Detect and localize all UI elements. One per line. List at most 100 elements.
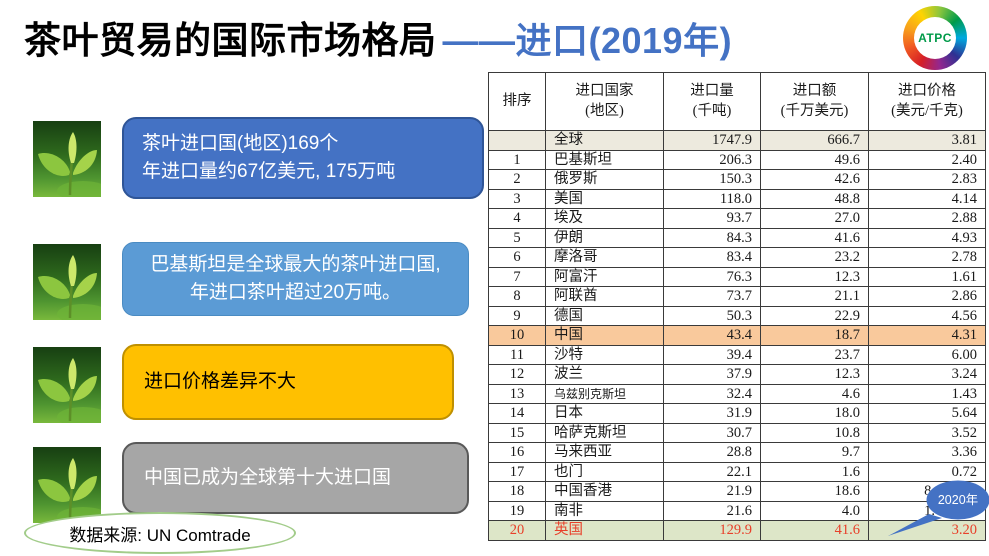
table-cell: 1.43 xyxy=(868,383,986,404)
table-cell: 50.3 xyxy=(663,305,761,326)
callout-text-line: 进口价格差异不大 xyxy=(144,370,297,392)
callout-text-line: 年进口茶叶超过20万吨。 xyxy=(189,282,402,303)
table-cell: 美国 xyxy=(545,188,664,209)
import-table: 排序 进口国家 (地区) 进口量 (千吨) 进口额 (千万美元) 进口价格 (美元/千克) 全球… xyxy=(488,72,986,541)
table-cell: 摩洛哥 xyxy=(545,247,664,268)
column-header: 进口国家 (地区) xyxy=(545,72,664,131)
title-subtitle: ——进口(2019年) xyxy=(442,20,733,61)
table-cell: 31.9 xyxy=(663,403,761,424)
table-row: 6 摩洛哥 83.4 23.2 2.78 xyxy=(488,247,986,268)
table-cell: 83.4 xyxy=(663,247,761,268)
table-cell: 10.8 xyxy=(760,422,869,443)
table-cell: 埃及 xyxy=(545,208,664,229)
table-cell: 12 xyxy=(488,364,546,385)
table-cell: 32.4 xyxy=(663,383,761,404)
table-cell: 7 xyxy=(488,266,546,287)
table-cell: 哈萨克斯坦 xyxy=(545,422,664,443)
tea-sprout-icon xyxy=(33,121,101,197)
table-cell: 4 xyxy=(488,208,546,229)
table-cell: 3.52 xyxy=(868,422,986,443)
table-row: 15 哈萨克斯坦 30.7 10.8 3.52 xyxy=(488,422,986,443)
table-cell: 28.8 xyxy=(663,442,761,463)
table-cell: 20 xyxy=(488,520,546,541)
table-cell: 3.81 xyxy=(868,130,986,151)
table-cell: 日本 xyxy=(545,403,664,424)
table-cell: 阿富汗 xyxy=(545,266,664,287)
table-cell: 8 xyxy=(488,286,546,307)
table-cell: 23.7 xyxy=(760,344,869,365)
table-row: 全球 1747.9 666.7 3.81 xyxy=(488,130,986,151)
table-cell: 2.83 xyxy=(868,169,986,190)
table-cell: 巴基斯坦 xyxy=(545,149,664,170)
table-cell: 16 xyxy=(488,442,546,463)
table-cell: 马来西亚 xyxy=(545,442,664,463)
table-cell: 英国 xyxy=(545,520,664,541)
table-cell: 18.7 xyxy=(760,325,869,346)
table-cell: 21.6 xyxy=(663,500,761,521)
table-row: 3 美国 118.0 48.8 4.14 xyxy=(488,188,986,209)
table-cell: 49.6 xyxy=(760,149,869,170)
table-row: 7 阿富汗 76.3 12.3 1.61 xyxy=(488,266,986,287)
table-cell: 93.7 xyxy=(663,208,761,229)
tea-sprout-image xyxy=(33,244,101,320)
callout-box-4: 中国已成为全球第十大进口国 xyxy=(122,442,469,514)
table-cell: 21.1 xyxy=(760,286,869,307)
table-cell: 48.8 xyxy=(760,188,869,209)
table-row: 11 沙特 39.4 23.7 6.00 xyxy=(488,344,986,365)
year-2020-label: 2020年 xyxy=(938,493,978,507)
table-cell: 17 xyxy=(488,461,546,482)
table-cell: 波兰 xyxy=(545,364,664,385)
table-cell: 13 xyxy=(488,383,546,404)
table-cell: 9.7 xyxy=(760,442,869,463)
table-cell: 中国 xyxy=(545,325,664,346)
callout-box-2: 巴基斯坦是全球最大的茶叶进口国, 年进口茶叶超过20万吨。 xyxy=(122,242,469,316)
table-row: 10 中国 43.4 18.7 4.31 xyxy=(488,325,986,346)
table-cell: 俄罗斯 xyxy=(545,169,664,190)
table-cell: 129.9 xyxy=(663,520,761,541)
table-cell: 22.1 xyxy=(663,461,761,482)
table-cell: 3.36 xyxy=(868,442,986,463)
table-cell: 10 xyxy=(488,325,546,346)
import-table-header: 排序 进口国家 (地区) 进口量 (千吨) 进口额 (千万美元) 进口价格 (美元/千克) xyxy=(488,72,986,131)
table-cell: 22.9 xyxy=(760,305,869,326)
table-cell: 4.31 xyxy=(868,325,986,346)
table-cell: 4.6 xyxy=(760,383,869,404)
table-cell: 21.9 xyxy=(663,481,761,502)
callout-text-line: 年进口量约67亿美元, 175万吨 xyxy=(142,161,396,182)
tea-sprout-image xyxy=(33,121,101,197)
table-cell xyxy=(488,130,546,151)
table-row: 8 阿联酋 73.7 21.1 2.86 xyxy=(488,286,986,307)
callout-box-3: 进口价格差异不大 xyxy=(122,344,454,420)
table-cell: 23.2 xyxy=(760,247,869,268)
tea-sprout-image xyxy=(33,447,101,523)
table-row: 2 俄罗斯 150.3 42.6 2.83 xyxy=(488,169,986,190)
data-source-text: 数据来源: UN Comtrade xyxy=(69,525,251,545)
table-cell: 阿联酋 xyxy=(545,286,664,307)
table-row: 1 巴基斯坦 206.3 49.6 2.40 xyxy=(488,149,986,170)
table-row: 4 埃及 93.7 27.0 2.88 xyxy=(488,208,986,229)
tea-sprout-icon xyxy=(33,347,101,423)
callout-text-line: 巴基斯坦是全球最大的茶叶进口国, xyxy=(150,253,441,275)
table-cell: 南非 xyxy=(545,500,664,521)
table-cell: 5.64 xyxy=(868,403,986,424)
table-cell: 乌兹别克斯坦 xyxy=(545,383,664,404)
table-cell: 2.40 xyxy=(868,149,986,170)
table-cell: 12.3 xyxy=(760,266,869,287)
table-cell: 2.78 xyxy=(868,247,986,268)
table-cell: 4.56 xyxy=(868,305,986,326)
table-cell: 4.93 xyxy=(868,227,986,248)
tea-sprout-icon xyxy=(33,244,101,320)
table-cell: 84.3 xyxy=(663,227,761,248)
table-row: 18 中国香港 21.9 18.6 8. xyxy=(488,481,986,502)
table-cell: 1.61 xyxy=(868,266,986,287)
callout-text-line: 中国已成为全球第十大进口国 xyxy=(144,466,392,488)
table-cell: 12.3 xyxy=(760,364,869,385)
table-cell: 1.6 xyxy=(760,461,869,482)
table-cell: 2.88 xyxy=(868,208,986,229)
table-cell: 6.00 xyxy=(868,344,986,365)
table-cell: 150.3 xyxy=(663,169,761,190)
atpc-logo: ATPC xyxy=(903,6,967,70)
table-cell: 伊朗 xyxy=(545,227,664,248)
table-cell: 18 xyxy=(488,481,546,502)
